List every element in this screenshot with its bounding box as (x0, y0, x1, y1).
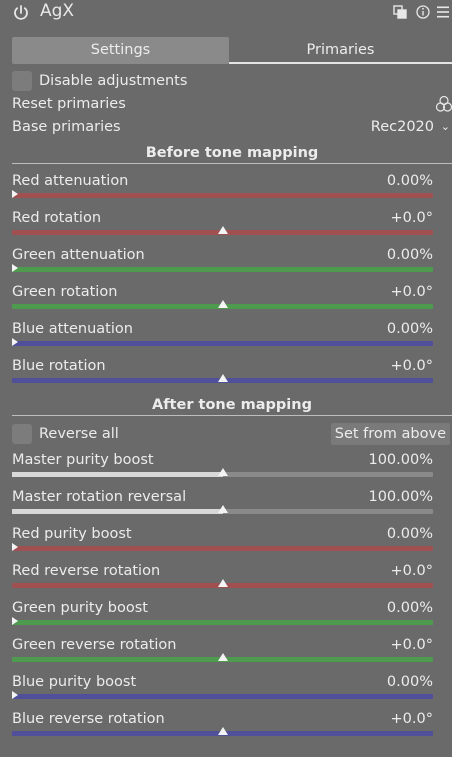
blue-attenuation-label: Blue attenuation (12, 321, 133, 337)
red-rotation-label: Red rotation (12, 210, 102, 226)
green-reverse-rotation-label: Green reverse rotation (12, 637, 177, 653)
base-primaries-value[interactable]: Rec2020 (370, 119, 434, 135)
red-attenuation-track[interactable] (12, 193, 433, 198)
master-purity-boost-fill (12, 472, 223, 477)
master-purity-boost-handle[interactable] (217, 468, 228, 476)
red-reverse-rotation-slider[interactable]: Red reverse rotation +0.0° (12, 561, 433, 598)
red-rotation-slider[interactable]: Red rotation +0.0° (12, 208, 433, 245)
red-rotation-value[interactable]: +0.0° (390, 210, 433, 226)
reset-primaries-row[interactable]: Reset primaries (12, 93, 452, 115)
red-attenuation-value[interactable]: 0.00% (386, 173, 433, 189)
blue-reverse-rotation-handle[interactable] (217, 727, 228, 735)
tab-bar: Settings Primaries (12, 37, 452, 64)
tab-settings[interactable]: Settings (12, 37, 229, 64)
module-title: AgX (40, 1, 75, 21)
green-reverse-rotation-slider[interactable]: Green reverse rotation +0.0° (12, 635, 433, 672)
master-purity-boost-label: Master purity boost (12, 452, 154, 468)
disable-adjustments-checkbox[interactable] (12, 71, 32, 91)
red-purity-boost-handle[interactable] (12, 543, 18, 551)
red-purity-boost-label: Red purity boost (12, 526, 132, 542)
master-rotation-reversal-slider[interactable]: Master rotation reversal 100.00% (12, 487, 433, 524)
green-attenuation-value[interactable]: 0.00% (386, 247, 433, 263)
red-purity-boost-value[interactable]: 0.00% (386, 526, 433, 542)
blue-reverse-rotation-label: Blue reverse rotation (12, 711, 165, 727)
green-purity-boost-handle[interactable] (12, 617, 18, 625)
red-attenuation-handle[interactable] (12, 190, 18, 198)
green-attenuation-handle[interactable] (12, 264, 18, 272)
before-tone-mapping-header: Before tone mapping (12, 144, 452, 164)
multi-instance-icon[interactable] (393, 5, 407, 19)
red-attenuation-slider[interactable]: Red attenuation 0.00% (12, 171, 433, 208)
blue-rotation-value[interactable]: +0.0° (390, 358, 433, 374)
reverse-all-row[interactable]: Reverse all Set from above (12, 423, 452, 445)
blue-attenuation-slider[interactable]: Blue attenuation 0.00% (12, 319, 433, 356)
blue-rotation-handle[interactable] (217, 374, 228, 382)
blue-purity-boost-track[interactable] (12, 694, 433, 699)
blue-rotation-slider[interactable]: Blue rotation +0.0° (12, 356, 433, 393)
blue-attenuation-handle[interactable] (12, 338, 18, 346)
module-header: AgX (0, 0, 452, 26)
reset-primaries-label: Reset primaries (12, 96, 126, 112)
reset-icon[interactable] (416, 5, 430, 19)
master-rotation-reversal-fill (12, 509, 223, 514)
blue-reverse-rotation-slider[interactable]: Blue reverse rotation +0.0° (12, 709, 433, 746)
green-rotation-handle[interactable] (217, 300, 228, 308)
blue-reverse-rotation-value[interactable]: +0.0° (390, 711, 433, 727)
red-reverse-rotation-label: Red reverse rotation (12, 563, 161, 579)
green-purity-boost-label: Green purity boost (12, 600, 148, 616)
chevron-down-icon[interactable]: ⌄ (440, 120, 450, 133)
green-attenuation-slider[interactable]: Green attenuation 0.00% (12, 245, 433, 282)
base-primaries-label: Base primaries (12, 119, 121, 135)
green-purity-boost-track[interactable] (12, 620, 433, 625)
blue-rotation-label: Blue rotation (12, 358, 106, 374)
blue-purity-boost-label: Blue purity boost (12, 674, 137, 690)
circles-icon[interactable] (435, 95, 452, 113)
master-purity-boost-slider[interactable]: Master purity boost 100.00% (12, 450, 433, 487)
master-rotation-reversal-handle[interactable] (217, 505, 228, 513)
green-reverse-rotation-value[interactable]: +0.0° (390, 637, 433, 653)
master-rotation-reversal-label: Master rotation reversal (12, 489, 187, 505)
presets-icon[interactable] (436, 5, 450, 19)
red-reverse-rotation-value[interactable]: +0.0° (390, 563, 433, 579)
red-reverse-rotation-handle[interactable] (217, 579, 228, 587)
power-icon[interactable] (12, 4, 30, 22)
red-purity-boost-track[interactable] (12, 546, 433, 551)
after-tone-mapping-header: After tone mapping (12, 396, 452, 416)
blue-purity-boost-slider[interactable]: Blue purity boost 0.00% (12, 672, 433, 709)
blue-attenuation-value[interactable]: 0.00% (386, 321, 433, 337)
master-rotation-reversal-value[interactable]: 100.00% (368, 489, 433, 505)
green-rotation-value[interactable]: +0.0° (390, 284, 433, 300)
green-rotation-label: Green rotation (12, 284, 118, 300)
disable-adjustments-label: Disable adjustments (39, 73, 188, 89)
green-purity-boost-value[interactable]: 0.00% (386, 600, 433, 616)
master-purity-boost-value[interactable]: 100.00% (368, 452, 433, 468)
green-rotation-slider[interactable]: Green rotation +0.0° (12, 282, 433, 319)
tab-primaries[interactable]: Primaries (229, 37, 452, 64)
set-from-above-button[interactable]: Set from above (330, 423, 450, 445)
reverse-all-checkbox[interactable] (12, 424, 32, 444)
blue-purity-boost-handle[interactable] (12, 691, 18, 699)
green-reverse-rotation-handle[interactable] (217, 653, 228, 661)
green-purity-boost-slider[interactable]: Green purity boost 0.00% (12, 598, 433, 635)
red-attenuation-label: Red attenuation (12, 173, 129, 189)
blue-attenuation-track[interactable] (12, 341, 433, 346)
green-attenuation-track[interactable] (12, 267, 433, 272)
blue-purity-boost-value[interactable]: 0.00% (386, 674, 433, 690)
base-primaries-row[interactable]: Base primaries Rec2020 ⌄ (12, 116, 452, 138)
disable-adjustments-row[interactable]: Disable adjustments (12, 70, 452, 92)
red-rotation-handle[interactable] (217, 226, 228, 234)
green-attenuation-label: Green attenuation (12, 247, 145, 263)
red-purity-boost-slider[interactable]: Red purity boost 0.00% (12, 524, 433, 561)
reverse-all-label: Reverse all (39, 426, 119, 442)
